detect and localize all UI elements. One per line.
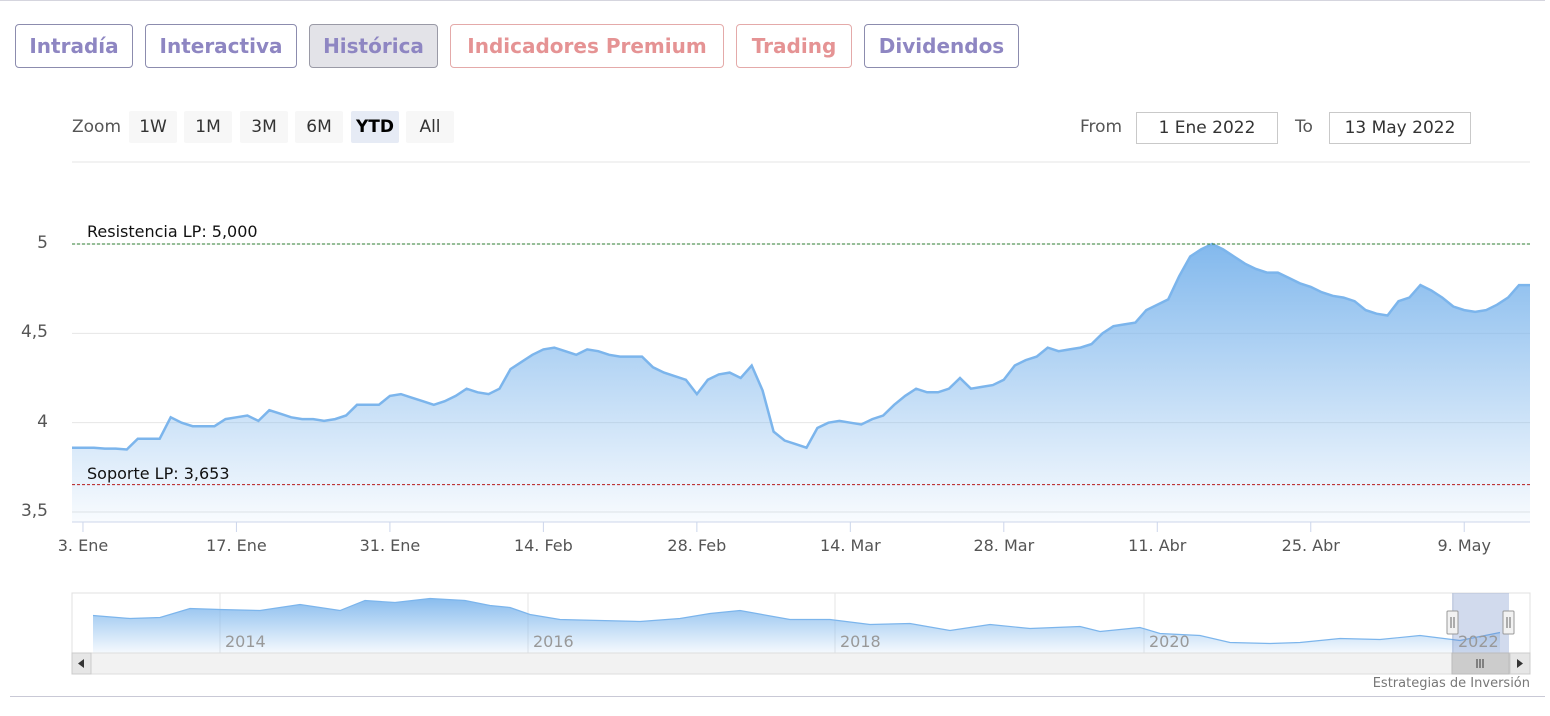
navigator-year-lines (219, 593, 1454, 653)
scroll-right-button[interactable] (1509, 652, 1531, 675)
zoom-1m-button[interactable]: 1M (184, 111, 232, 143)
top-divider (0, 0, 1545, 1)
from-date-input[interactable]: 1 Ene 2022 (1136, 112, 1278, 144)
zoom-3m-button[interactable]: 3M (240, 111, 288, 143)
price-area (72, 244, 1530, 522)
scrollbar-track[interactable] (71, 652, 1531, 675)
y-tick-label: 3,5 (20, 501, 48, 521)
x-tick-label: 14. Feb (513, 536, 573, 555)
navigator-year-label: 2014 (225, 632, 266, 651)
x-tick-label: 28. Feb (667, 536, 727, 555)
navigator-right-handle[interactable] (1502, 610, 1515, 635)
navigator-year-label: 2016 (533, 632, 574, 651)
tab-interactiva[interactable]: Interactiva (145, 24, 297, 68)
x-tick-label: 25. Abr (1281, 536, 1340, 555)
navigator-area (93, 598, 1500, 653)
x-tick-label: 3. Ene (57, 536, 109, 555)
tab-historica[interactable]: Histórica (309, 24, 438, 68)
to-label: To (1295, 117, 1313, 137)
grid-lines (72, 243, 1530, 513)
tab-trading[interactable]: Trading (736, 24, 852, 68)
navigator-frame (71, 592, 1531, 654)
zoom-label: Zoom (72, 117, 122, 137)
tab-intradia[interactable]: Intradía (15, 24, 133, 68)
scroll-left-arrow-icon (78, 659, 84, 668)
zoom-6m-button[interactable]: 6M (295, 111, 343, 143)
zoom-1w-button[interactable]: 1W (129, 111, 177, 143)
y-tick-label: 4,5 (20, 322, 48, 343)
x-tick-label: 28. Mar (973, 536, 1035, 555)
y-tick-label: 5 (37, 233, 48, 253)
scroll-right-arrow-icon (1517, 659, 1523, 668)
x-tick-marks (82, 522, 1465, 532)
navigator-line (92, 597, 1501, 645)
zoom-all-button[interactable]: All (406, 111, 454, 143)
zoom-ytd-button[interactable]: YTD (351, 111, 399, 143)
navigator-year-label: 2022 (1458, 632, 1499, 651)
x-tick-label: 14. Mar (819, 536, 881, 555)
scroll-left-button[interactable] (71, 652, 92, 675)
credits-text: Estrategias de Inversión (1372, 676, 1530, 691)
price-line (72, 242, 1530, 451)
navigator-left-handle[interactable] (1446, 610, 1459, 635)
navigator-year-label: 2020 (1149, 632, 1190, 651)
navigator-year-label: 2018 (840, 632, 881, 651)
from-label: From (1080, 117, 1123, 137)
tab-dividendos[interactable]: Dividendos (864, 24, 1019, 68)
x-tick-label: 9. May (1437, 536, 1491, 555)
resistance-label: Resistencia LP: 5,000 (87, 222, 258, 241)
x-tick-label: 11. Abr (1128, 536, 1187, 555)
to-date-input[interactable]: 13 May 2022 (1329, 112, 1471, 144)
scrollbar-thumb[interactable] (1451, 652, 1510, 675)
bottom-divider (10, 696, 1545, 697)
x-tick-label: 31. Ene (359, 536, 421, 555)
x-tick-label: 17. Ene (206, 536, 267, 555)
tab-indicadores-premium[interactable]: Indicadores Premium (450, 24, 724, 68)
support-label: Soporte LP: 3,653 (87, 463, 230, 483)
y-tick-label: 4 (37, 411, 48, 432)
